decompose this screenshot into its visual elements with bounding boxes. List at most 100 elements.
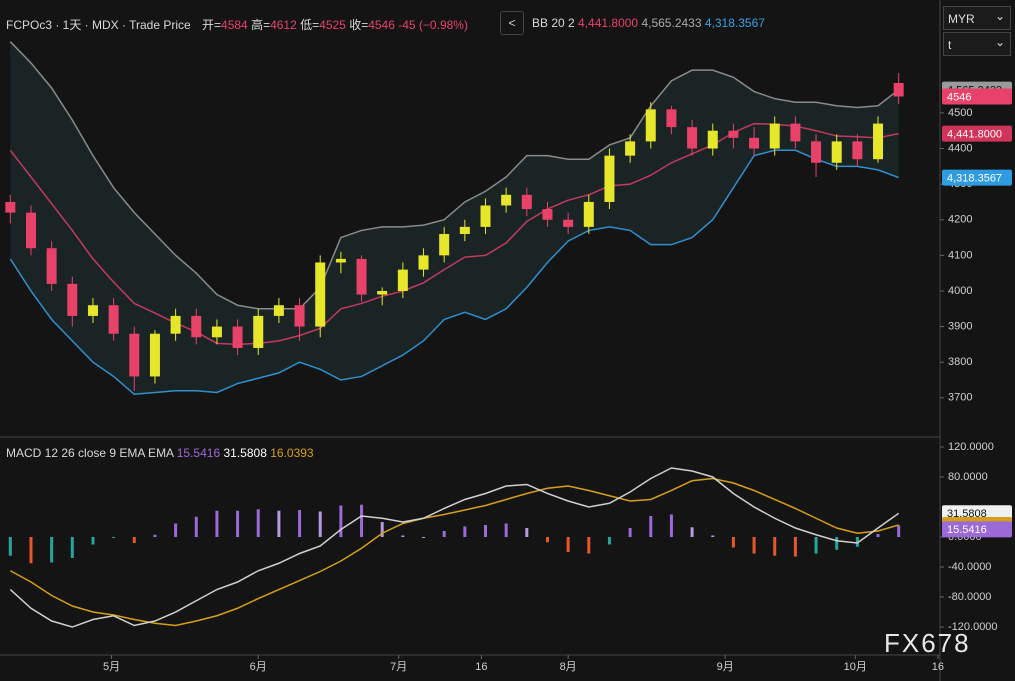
- back-button[interactable]: <: [500, 11, 524, 35]
- macd-histogram-bar: [607, 536, 611, 545]
- candle-body: [790, 123, 801, 142]
- candle-body: [191, 315, 202, 338]
- x-tick-label: 10月: [844, 661, 867, 673]
- macd-y-tick-label: -40.0000: [948, 561, 991, 573]
- candle-body: [687, 127, 698, 149]
- bb-mid: [9, 122, 899, 346]
- bb-lower: 4,318.3567: [704, 16, 765, 30]
- y-tick-label: 4400: [948, 142, 972, 154]
- macd-histogram-bar: [855, 536, 859, 547]
- macd-histogram-bar: [752, 536, 756, 554]
- candle-body: [46, 248, 57, 284]
- macd-histogram-bar: [70, 536, 74, 559]
- candle-body: [645, 109, 656, 142]
- candle-body: [749, 137, 760, 149]
- macd-histogram-bar: [463, 526, 467, 537]
- close-label: 收=: [349, 18, 369, 32]
- macd-histogram-bar: [814, 536, 818, 554]
- macd-histogram-bar: [132, 536, 136, 543]
- bb-mid-badge-label: 4,441.8000: [947, 129, 1002, 141]
- band-fill: [10, 41, 899, 395]
- macd-histogram-bar: [876, 533, 880, 537]
- x-tick-label: 9月: [717, 661, 734, 673]
- candle-body: [707, 130, 718, 149]
- candle-body: [67, 283, 78, 316]
- bb-mid-badge: [942, 125, 1012, 142]
- macd-histogram-bar: [525, 527, 529, 537]
- macd-histogram-bar: [628, 527, 632, 537]
- candle-body: [335, 258, 346, 263]
- macd-histogram-bar: [566, 536, 570, 553]
- macd-histogram-bar: [401, 535, 405, 537]
- candle-body: [356, 258, 367, 295]
- macd-value: 31.5808: [223, 446, 267, 460]
- macd-histogram-bar: [8, 536, 12, 556]
- candle-body: [25, 212, 36, 249]
- candle-body: [108, 305, 119, 334]
- macd-histogram-bar: [711, 535, 715, 537]
- open-value: 4584: [221, 18, 248, 32]
- candle-body: [5, 201, 16, 213]
- signal-value: 16.0393: [270, 446, 314, 460]
- macd-histogram-bar: [91, 536, 95, 545]
- candle-body: [893, 82, 904, 97]
- macd-histogram-bar: [174, 523, 178, 537]
- candle-body: [294, 305, 305, 327]
- candle-body: [873, 123, 884, 160]
- candle-body: [315, 262, 326, 327]
- macd-histogram-bar: [483, 524, 487, 537]
- y-tick-label: 4500: [948, 107, 972, 119]
- change: -45 (−0.98%): [398, 18, 468, 32]
- macd-y-tick-label: 80.0000: [948, 471, 988, 483]
- macd-histogram-bar: [256, 509, 260, 537]
- macd-histogram-bar: [773, 536, 777, 556]
- macd-histogram-bar: [194, 516, 198, 537]
- macd-histogram-bar: [690, 527, 694, 537]
- candle-body: [625, 141, 636, 156]
- last-close-badge-label: 4546: [947, 91, 971, 103]
- unit-select[interactable]: t: [943, 30, 1011, 56]
- y-tick-label: 3800: [948, 356, 972, 368]
- candle-body: [439, 233, 450, 256]
- macd-histogram-bar: [380, 521, 384, 537]
- x-tick-label: 5月: [103, 661, 120, 673]
- candle-body: [831, 141, 842, 163]
- candle-body: [583, 201, 594, 227]
- macd-y-tick-label: -120.0000: [948, 621, 998, 633]
- histogram-badge: [942, 521, 1012, 538]
- candle-body: [563, 219, 574, 227]
- macd-y-tick-label: 120.0000: [948, 441, 994, 453]
- macd-y-tick-label: -80.0000: [948, 591, 991, 603]
- macd-histogram-bar: [29, 536, 33, 564]
- currency-select[interactable]: MYR: [943, 4, 1011, 30]
- macd-histogram-bar: [112, 536, 116, 538]
- macd-histogram-bar: [339, 505, 343, 537]
- candle-body: [542, 209, 553, 220]
- symbol: FCPOc3 · 1天 · MDX · Trade Price: [6, 18, 191, 32]
- y-tick-label: 4100: [948, 249, 972, 261]
- x-tick-label: 7月: [390, 661, 407, 673]
- candle-body: [769, 123, 780, 149]
- macd-histogram-bar: [215, 510, 219, 537]
- candle-body: [501, 194, 512, 206]
- macd-histogram-bar: [422, 536, 426, 538]
- x-tick-label: 8月: [560, 661, 577, 673]
- bb-lower: [9, 149, 899, 396]
- bb-upper: 4,565.2433: [641, 16, 702, 30]
- candle-body: [211, 326, 222, 338]
- macd-histogram-bar: [442, 530, 446, 537]
- bb-label: BB 20 2: [532, 16, 575, 30]
- open-label: 开=: [202, 18, 222, 32]
- candle-body: [129, 333, 140, 377]
- macd-histogram-bar: [731, 536, 735, 548]
- bb-upper: [9, 41, 900, 310]
- candle-body: [459, 226, 470, 234]
- candle-body: [521, 194, 532, 210]
- candle-body: [666, 109, 677, 128]
- bb-lower-badge: [942, 169, 1012, 186]
- macd-histogram-bar: [277, 510, 281, 537]
- candle-body: [232, 326, 243, 348]
